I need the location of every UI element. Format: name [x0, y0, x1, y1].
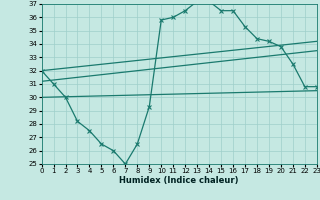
X-axis label: Humidex (Indice chaleur): Humidex (Indice chaleur): [119, 176, 239, 185]
